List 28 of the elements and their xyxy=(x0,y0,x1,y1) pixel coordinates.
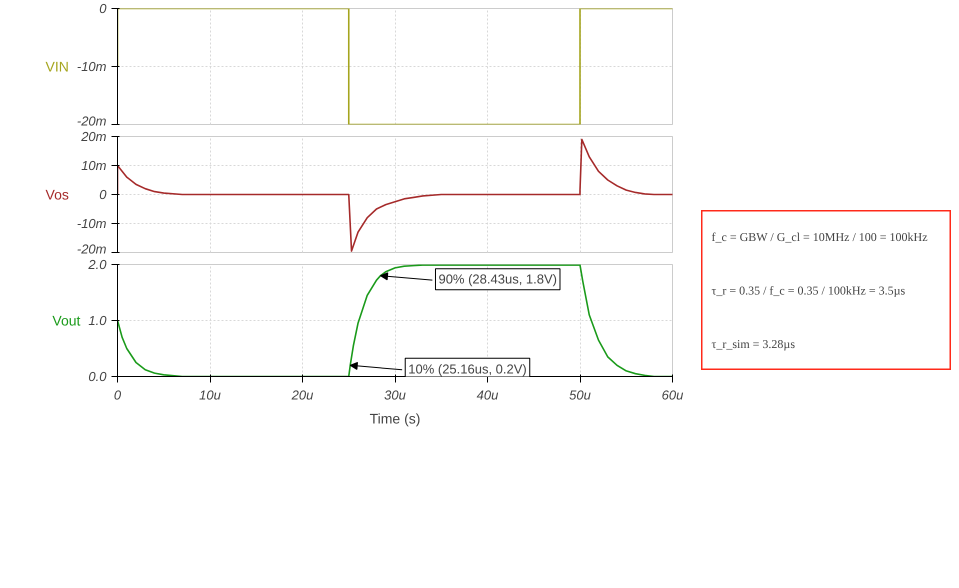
y-tick-label: 1.0 xyxy=(88,313,108,328)
x-tick-label: 60u xyxy=(662,388,684,402)
y-tick-label: 10m xyxy=(81,158,107,173)
y-tick-label: -10m xyxy=(76,59,107,74)
x-tick-label: 40u xyxy=(476,388,498,402)
y-axis-title: Vout xyxy=(52,312,81,328)
y-tick-label: -10m xyxy=(76,216,107,231)
x-axis-title: Time (s) xyxy=(370,410,420,426)
y-tick-label: -20m xyxy=(76,242,107,256)
x-tick-label: 30u xyxy=(384,388,406,402)
y-tick-label: 0 xyxy=(99,1,108,16)
annotation: 90% (28.43us, 1.8V) xyxy=(438,272,558,287)
line-series xyxy=(118,138,672,252)
text: τ_r = 0.35 / f_c = 0.35 / 100kHz = 3.5µs xyxy=(712,284,906,298)
x-tick-label: 0 xyxy=(114,388,122,402)
y-tick-label: 2.0 xyxy=(87,257,108,272)
y-tick-label: 0 xyxy=(99,187,108,202)
y-axis-title: Vos xyxy=(46,186,69,202)
annotation: 10% (25.16us, 0.2V) xyxy=(408,361,527,376)
y-tick-label: -20m xyxy=(76,114,107,128)
y-tick-label: 20m xyxy=(80,129,107,144)
x-tick-label: 10u xyxy=(199,388,221,402)
x-tick-label: 20u xyxy=(290,388,314,402)
x-tick-label: 50u xyxy=(569,388,591,402)
text: f_c = GBW / G_cl = 10MHz / 100 = 100kHz xyxy=(712,230,928,244)
text: τ_r_sim = 3.28µs xyxy=(712,336,796,351)
y-axis-title: VIN xyxy=(46,58,69,74)
y-tick-label: 0.0 xyxy=(88,369,108,384)
